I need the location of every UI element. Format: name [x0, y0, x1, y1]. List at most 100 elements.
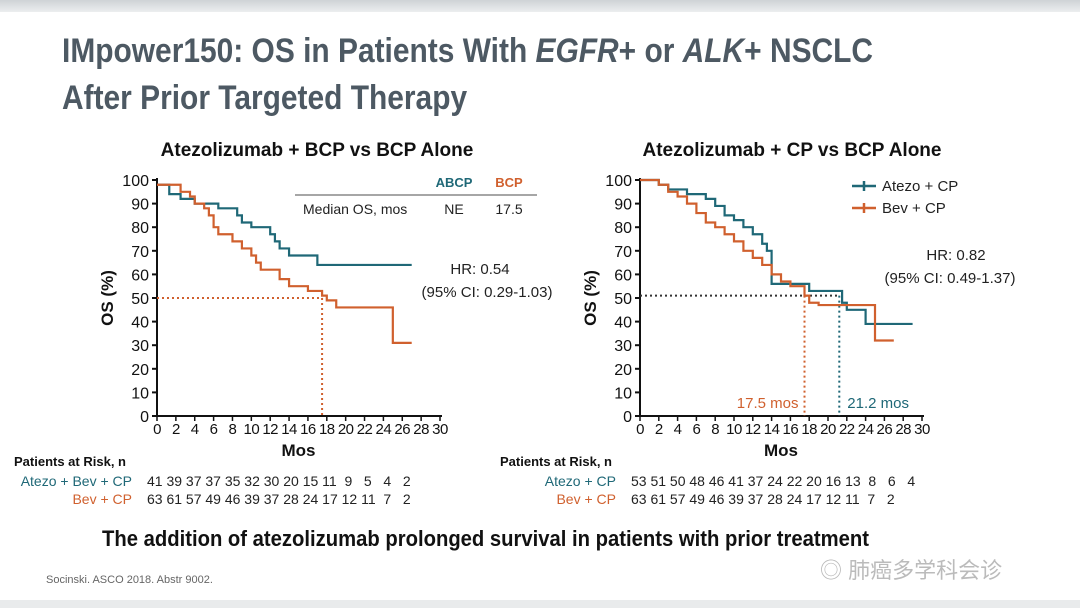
title-text: + or: [618, 32, 683, 70]
y-tick-label: 100: [605, 173, 632, 190]
wechat-icon: ◎: [820, 558, 843, 583]
risk-row-label: Bev + CP: [556, 491, 616, 507]
confidence-interval: (95% CI: 0.29-1.03): [422, 284, 553, 301]
risk-row-values: 63 61 57 49 46 39 37 28 24 17 12 11 7 2: [631, 491, 895, 507]
x-axis-label: Mos: [282, 441, 316, 460]
title-text: IMpower150: OS in Patients With: [62, 32, 536, 70]
confidence-interval: (95% CI: 0.49-1.37): [885, 270, 1016, 287]
watermark-text: 肺癌多学科会诊: [848, 558, 1003, 583]
slide-title: IMpower150: OS in Patients With EGFR+ or…: [62, 28, 873, 122]
x-tick-label: 2: [655, 421, 663, 438]
x-tick-label: 12: [262, 421, 278, 438]
x-tick-label: 30: [432, 421, 448, 438]
x-tick-label: 0: [636, 421, 644, 438]
y-tick-label: 90: [614, 197, 632, 214]
table-value: 17.5: [495, 201, 522, 217]
y-tick-label: 30: [614, 338, 632, 355]
x-tick-label: 24: [376, 421, 392, 438]
x-tick-label: 6: [210, 421, 218, 438]
table-header-abcp: ABCP: [436, 175, 473, 190]
x-tick-label: 8: [711, 421, 719, 438]
km-curve-bev-cp: [640, 178, 894, 342]
x-tick-label: 20: [338, 421, 354, 438]
title-text: ALK: [682, 32, 745, 70]
legend-label: Bev + CP: [882, 200, 946, 217]
table-value: NE: [444, 201, 463, 217]
y-tick-label: 80: [614, 220, 632, 237]
x-tick-label: 12: [745, 421, 761, 438]
watermark: ◎ 肺癌多学科会诊: [820, 558, 1002, 584]
x-tick-label: 2: [172, 421, 180, 438]
y-tick-label: 30: [131, 338, 149, 355]
y-tick-label: 70: [614, 244, 632, 261]
x-tick-label: 26: [877, 421, 893, 438]
y-tick-label: 10: [131, 385, 149, 402]
title-text: After Prior Targeted Therapy: [62, 79, 468, 117]
x-tick-label: 22: [839, 421, 855, 438]
y-axis-label: OS (%): [581, 270, 600, 326]
y-tick-label: 40: [614, 315, 632, 332]
conclusion-text: The addition of atezolizumab prolonged s…: [102, 526, 869, 551]
x-tick-label: 20: [820, 421, 836, 438]
x-axis-label: Mos: [764, 441, 798, 460]
km-curve-bcp: [157, 183, 412, 344]
x-tick-label: 30: [914, 421, 930, 438]
y-tick-label: 0: [140, 409, 149, 426]
x-tick-label: 18: [319, 421, 335, 438]
title-text: EGFR: [535, 32, 619, 70]
y-tick-label: 70: [131, 244, 149, 261]
risk-row-label: Atezo + Bev + CP: [21, 473, 132, 489]
table-row-label: Median OS, mos: [303, 201, 407, 217]
x-tick-label: 28: [895, 421, 911, 438]
y-tick-label: 90: [131, 197, 149, 214]
citation: Socinski. ASCO 2018. Abstr 9002.: [46, 574, 213, 586]
risk-row-values: 41 39 37 37 35 32 30 20 15 11 9 5 4 2: [147, 473, 411, 489]
top-bar: [0, 0, 1080, 12]
y-tick-label: 100: [122, 173, 149, 190]
chart-title: Atezolizumab + BCP vs BCP Alone: [161, 140, 474, 161]
risk-table-heading: Patients at Risk, n: [500, 454, 612, 469]
x-tick-label: 4: [191, 421, 199, 438]
risk-table-heading: Patients at Risk, n: [14, 454, 126, 469]
y-tick-label: 80: [131, 220, 149, 237]
risk-row-label: Atezo + CP: [545, 473, 616, 489]
bottom-bar: [0, 600, 1080, 608]
x-tick-label: 26: [394, 421, 410, 438]
km-curve-abcp: [157, 183, 412, 267]
y-tick-label: 40: [131, 315, 149, 332]
x-tick-label: 0: [153, 421, 161, 438]
x-tick-label: 6: [692, 421, 700, 438]
y-tick-label: 60: [131, 267, 149, 284]
x-tick-label: 28: [413, 421, 429, 438]
y-axis-label: OS (%): [98, 270, 117, 326]
median-label: 17.5 mos: [737, 395, 799, 412]
risk-row-label: Bev + CP: [72, 491, 132, 507]
y-tick-label: 0: [623, 409, 632, 426]
x-tick-label: 14: [281, 421, 297, 438]
table-header-bcp: BCP: [495, 175, 523, 190]
y-tick-label: 20: [131, 362, 149, 379]
x-tick-label: 22: [357, 421, 373, 438]
x-tick-label: 4: [674, 421, 682, 438]
y-tick-label: 50: [131, 291, 149, 308]
y-tick-label: 10: [614, 385, 632, 402]
x-tick-label: 10: [726, 421, 742, 438]
y-tick-label: 60: [614, 267, 632, 284]
x-tick-label: 16: [783, 421, 799, 438]
x-tick-label: 24: [858, 421, 874, 438]
risk-row-values: 53 51 50 48 46 41 37 24 22 20 16 13 8 6 …: [631, 473, 915, 489]
x-tick-label: 8: [229, 421, 237, 438]
title-text: + NSCLC: [744, 32, 874, 70]
y-tick-label: 20: [614, 362, 632, 379]
x-tick-label: 16: [300, 421, 316, 438]
risk-row-values: 63 61 57 49 46 39 37 28 24 17 12 11 7 2: [147, 491, 411, 507]
median-label: 21.2 mos: [847, 395, 909, 412]
hazard-ratio: HR: 0.54: [450, 261, 509, 278]
hazard-ratio: HR: 0.82: [926, 247, 985, 264]
y-tick-label: 50: [614, 291, 632, 308]
x-tick-label: 18: [801, 421, 817, 438]
x-tick-label: 10: [243, 421, 259, 438]
km-curve-atezo-cp: [640, 178, 913, 326]
x-tick-label: 14: [764, 421, 780, 438]
